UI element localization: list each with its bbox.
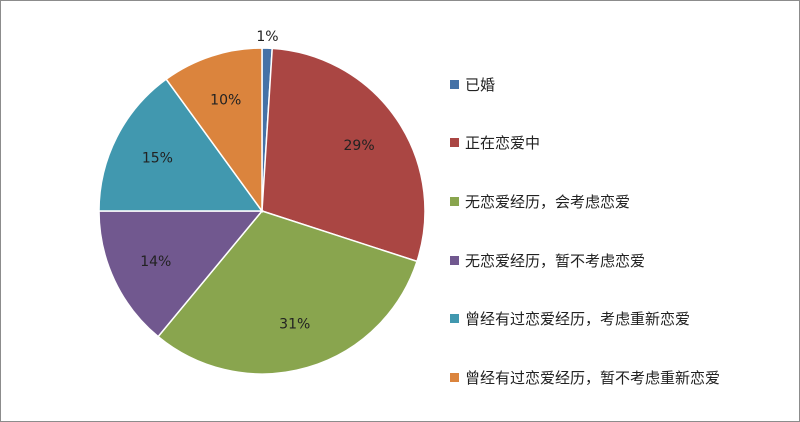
data-label: 15% (142, 151, 173, 167)
pie-slice (98, 78, 264, 212)
legend-swatch (450, 138, 459, 148)
legend-item: 正在恋爱中 (450, 114, 720, 173)
legend-swatch (450, 372, 459, 382)
data-label: 10% (210, 92, 241, 108)
legend-label: 无恋爱经历，暂不考虑恋爱 (465, 251, 646, 270)
legend-label: 已婚 (465, 75, 496, 94)
legend-swatch (450, 79, 459, 89)
legend-item: 无恋爱经历，会考虑恋爱 (450, 172, 720, 231)
pie-slice (165, 47, 263, 214)
legend-label: 曾经有过恋爱经历，考虑重新恋爱 (465, 310, 691, 329)
pie-slice (98, 210, 264, 338)
legend-label: 无恋爱经历，会考虑恋爱 (465, 192, 631, 211)
data-label: 14% (140, 254, 171, 270)
legend-swatch (450, 255, 459, 265)
legend-item: 无恋爱经历，暂不考虑恋爱 (450, 231, 720, 290)
legend-item: 曾经有过恋爱经历，考虑重新恋爱 (450, 289, 720, 348)
data-label: 1% (256, 29, 278, 45)
legend-label: 曾经有过恋爱经历，暂不考虑重新恋爱 (465, 368, 721, 387)
pie-slice (261, 47, 426, 263)
legend: 已婚正在恋爱中无恋爱经历，会考虑恋爱 无恋爱经历，暂不考虑恋爱曾经有过恋爱经历，考… (450, 55, 720, 407)
legend-item: 曾经有过恋爱经历，暂不考虑重新恋爱 (450, 348, 720, 407)
pie-slice (157, 210, 418, 375)
data-label: 29% (344, 138, 375, 154)
legend-swatch (450, 196, 459, 206)
legend-swatch (450, 314, 459, 324)
legend-item: 已婚 (450, 55, 720, 114)
data-label: 31% (279, 317, 310, 333)
legend-label: 正在恋爱中 (465, 134, 541, 153)
